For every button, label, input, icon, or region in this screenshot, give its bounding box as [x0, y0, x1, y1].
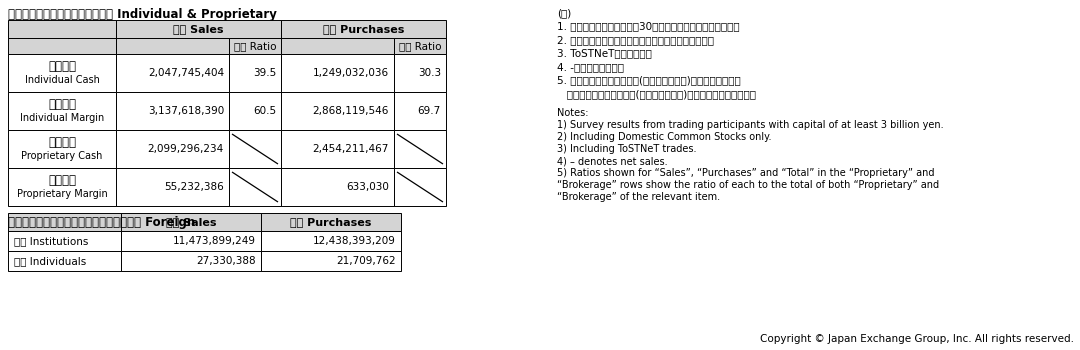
Text: 1) Survey results from trading participants with capital of at least 3 billion y: 1) Survey results from trading participa…	[557, 120, 944, 131]
Text: 1. 集計対象は資本金の額が30億円以上の取引参加者である。: 1. 集計対象は資本金の額が30億円以上の取引参加者である。	[557, 21, 740, 31]
Text: 4) – denotes net sales.: 4) – denotes net sales.	[557, 156, 667, 167]
Bar	[394, 38, 446, 54]
Text: 39.5: 39.5	[253, 68, 276, 78]
Bar	[8, 92, 116, 130]
Text: Copyright © Japan Exchange Group, Inc. All rights reserved.: Copyright © Japan Exchange Group, Inc. A…	[760, 334, 1074, 344]
Text: 2,047,745,404: 2,047,745,404	[148, 68, 224, 78]
Bar	[281, 54, 394, 92]
Bar	[116, 54, 229, 92]
Text: Notes:: Notes:	[557, 108, 589, 119]
Text: 売り Sales: 売り Sales	[173, 24, 224, 34]
Bar	[121, 251, 261, 271]
Text: 3,137,618,390: 3,137,618,390	[148, 106, 224, 116]
Text: 比率 Ratio: 比率 Ratio	[399, 41, 442, 51]
Bar	[8, 20, 116, 38]
Text: 3. ToSTNeT取引を含む。: 3. ToSTNeT取引を含む。	[557, 49, 652, 58]
Bar	[8, 231, 121, 251]
Text: 売り Sales: 売り Sales	[165, 217, 216, 227]
Text: 11,473,899,249: 11,473,899,249	[173, 236, 256, 246]
Text: Individual Margin: Individual Margin	[19, 113, 104, 123]
Text: 2) Including Domestic Common Stocks only.: 2) Including Domestic Common Stocks only…	[557, 133, 771, 142]
Text: Proprietary Margin: Proprietary Margin	[16, 189, 107, 199]
Bar	[281, 92, 394, 130]
Text: 2,868,119,546: 2,868,119,546	[312, 106, 389, 116]
Text: 60.5: 60.5	[253, 106, 276, 116]
Bar	[394, 168, 446, 206]
Text: 2. 内国普通株式を対象とし、優先株式等を含まない。: 2. 内国普通株式を対象とし、優先株式等を含まない。	[557, 35, 714, 45]
Bar	[394, 54, 446, 92]
Bar	[116, 20, 281, 38]
Text: (注): (注)	[557, 8, 571, 18]
Bar	[8, 251, 121, 271]
Text: 27,330,388: 27,330,388	[197, 256, 256, 266]
Text: 自己現金: 自己現金	[48, 136, 76, 149]
Text: 12,438,393,209: 12,438,393,209	[313, 236, 396, 246]
Bar	[8, 130, 116, 168]
Text: 30.3: 30.3	[418, 68, 441, 78]
Bar	[121, 213, 261, 231]
Bar	[229, 168, 281, 206]
Text: Proprietary Cash: Proprietary Cash	[22, 151, 103, 161]
Text: 法人 Institutions: 法人 Institutions	[14, 236, 89, 246]
Bar	[281, 20, 446, 38]
Bar	[281, 168, 394, 206]
Text: “Brokerage” rows show the ratio of each to the total of both “Proprietary” and: “Brokerage” rows show the ratio of each …	[557, 181, 940, 190]
Bar	[8, 38, 116, 54]
Text: 個人、自己の現金・信用取引数値 Individual & Proprietary: 個人、自己の現金・信用取引数値 Individual & Proprietary	[8, 8, 276, 21]
Text: 自己信用: 自己信用	[48, 175, 76, 188]
Bar	[116, 130, 229, 168]
Text: 5. 自己・委託の比率は総計(売り買い合計別)に対する構成比、: 5. 自己・委託の比率は総計(売り買い合計別)に対する構成比、	[557, 76, 741, 85]
Text: 個人現金: 個人現金	[48, 61, 76, 74]
Text: 海外投資家売買における法人、個人の数値 Foreign: 海外投資家売買における法人、個人の数値 Foreign	[8, 216, 195, 229]
Text: 2,454,211,467: 2,454,211,467	[312, 144, 389, 154]
Bar	[229, 130, 281, 168]
Text: 633,030: 633,030	[346, 182, 389, 192]
Bar	[229, 92, 281, 130]
Text: 69.7: 69.7	[418, 106, 441, 116]
Text: 買い Purchases: 買い Purchases	[291, 217, 372, 227]
Bar	[116, 168, 229, 206]
Bar	[281, 130, 394, 168]
Bar	[261, 231, 401, 251]
Text: 5) Ratios shown for “Sales”, “Purchases” and “Total” in the “Proprietary” and: 5) Ratios shown for “Sales”, “Purchases”…	[557, 168, 934, 178]
Bar	[8, 213, 121, 231]
Text: “Brokerage” of the relevant item.: “Brokerage” of the relevant item.	[557, 193, 720, 203]
Bar	[261, 251, 401, 271]
Text: 55,232,386: 55,232,386	[164, 182, 224, 192]
Bar	[394, 92, 446, 130]
Text: 比率 Ratio: 比率 Ratio	[233, 41, 276, 51]
Bar	[121, 231, 261, 251]
Text: Individual Cash: Individual Cash	[25, 75, 99, 85]
Bar	[116, 38, 229, 54]
Bar	[229, 38, 281, 54]
Text: 個人信用: 個人信用	[48, 98, 76, 112]
Text: 21,709,762: 21,709,762	[336, 256, 396, 266]
Bar	[394, 130, 446, 168]
Bar	[281, 38, 394, 54]
Bar	[261, 213, 401, 231]
Bar	[229, 54, 281, 92]
Bar	[8, 54, 116, 92]
Text: 2,099,296,234: 2,099,296,234	[148, 144, 224, 154]
Text: 4. -は売超しを示す。: 4. -は売超しを示す。	[557, 62, 624, 72]
Text: 各部門別の比率は委託計(売り買い合計別)に対する構成比である。: 各部門別の比率は委託計(売り買い合計別)に対する構成比である。	[557, 89, 756, 99]
Bar	[8, 168, 116, 206]
Text: 買い Purchases: 買い Purchases	[323, 24, 404, 34]
Text: 3) Including ToSTNeT trades.: 3) Including ToSTNeT trades.	[557, 145, 697, 154]
Text: 個人 Individuals: 個人 Individuals	[14, 256, 86, 266]
Bar	[116, 92, 229, 130]
Text: 1,249,032,036: 1,249,032,036	[313, 68, 389, 78]
